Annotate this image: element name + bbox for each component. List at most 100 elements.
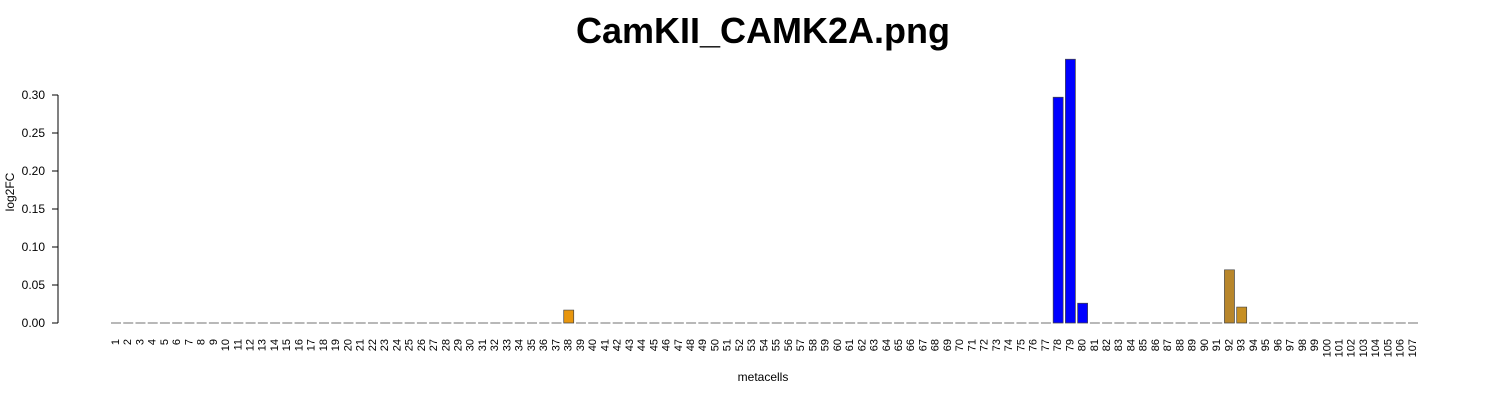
bar — [1052, 96, 1064, 324]
x-tick-label: 96 — [1272, 339, 1284, 351]
x-tick-label: 99 — [1309, 339, 1321, 351]
x-tick-label: 101 — [1333, 339, 1345, 357]
x-tick-label: 92 — [1223, 339, 1235, 351]
x-tick-label: 44 — [636, 339, 648, 351]
x-tick-label: 16 — [293, 339, 305, 351]
bar — [1077, 302, 1088, 324]
x-tick-label: 53 — [746, 339, 758, 351]
x-tick-label: 33 — [501, 339, 513, 351]
x-tick-label: 90 — [1199, 339, 1211, 351]
x-tick-label: 94 — [1248, 339, 1260, 351]
x-tick-label: 72 — [979, 339, 991, 351]
bar — [563, 309, 575, 324]
x-tick-label: 52 — [734, 339, 746, 351]
x-tick-label: 46 — [661, 339, 673, 351]
x-tick-label: 73 — [991, 339, 1003, 351]
x-tick-label: 12 — [245, 339, 257, 351]
x-tick-label: 10 — [220, 339, 232, 351]
x-tick-label: 2 — [122, 339, 134, 345]
x-tick-label: 91 — [1211, 339, 1223, 351]
x-tick-label: 28 — [440, 339, 452, 351]
x-tick-label: 41 — [599, 339, 611, 351]
x-tick-label: 15 — [281, 339, 293, 351]
x-tick-label: 57 — [795, 339, 807, 351]
x-tick-label: 34 — [514, 339, 526, 351]
x-tick-label: 5 — [159, 339, 171, 345]
x-tick-label: 93 — [1236, 339, 1248, 351]
x-tick-label: 6 — [171, 339, 183, 345]
x-tick-label: 38 — [563, 339, 575, 351]
bar — [1236, 306, 1248, 324]
y-tick-label: 0.30 — [22, 88, 46, 102]
x-tick-label: 22 — [367, 339, 379, 351]
y-tick-label: 0.00 — [22, 316, 46, 330]
x-tick-label: 1 — [110, 339, 122, 345]
x-tick-label: 86 — [1150, 339, 1162, 351]
x-tick-label: 100 — [1321, 339, 1333, 357]
y-tick-label: 0.10 — [22, 240, 46, 254]
x-tick-label: 80 — [1077, 339, 1089, 351]
x-tick-label: 84 — [1125, 339, 1137, 351]
x-tick-label: 76 — [1028, 339, 1040, 351]
x-tick-label: 71 — [966, 339, 978, 351]
x-tick-label: 102 — [1346, 339, 1358, 357]
x-tick-label: 70 — [954, 339, 966, 351]
x-tick-label: 26 — [416, 339, 428, 351]
x-tick-label: 75 — [1015, 339, 1027, 351]
x-tick-label: 95 — [1260, 339, 1272, 351]
x-tick-label: 19 — [330, 339, 342, 351]
x-tick-label: 3 — [134, 339, 146, 345]
x-tick-label: 74 — [1003, 339, 1015, 351]
y-tick-label: 0.05 — [22, 278, 46, 292]
chart-title: CamKII_CAMK2A.png — [576, 10, 950, 51]
x-tick-label: 29 — [453, 339, 465, 351]
x-tick-label: 40 — [587, 339, 599, 351]
x-tick-label: 68 — [930, 339, 942, 351]
x-tick-label: 61 — [844, 339, 856, 351]
x-tick-label: 81 — [1089, 339, 1101, 351]
x-tick-label: 65 — [893, 339, 905, 351]
x-tick-label: 11 — [232, 339, 244, 350]
x-tick-label: 27 — [428, 339, 440, 351]
x-tick-label: 43 — [624, 339, 636, 351]
x-tick-label: 42 — [612, 339, 624, 351]
x-tick-label: 21 — [355, 339, 367, 351]
x-tick-label: 47 — [673, 339, 685, 351]
x-tick-label: 37 — [550, 339, 562, 351]
x-tick-label: 107 — [1407, 339, 1419, 357]
y-tick-label: 0.15 — [22, 202, 46, 216]
x-tick-label: 55 — [771, 339, 783, 351]
x-tick-label: 51 — [722, 339, 734, 351]
y-tick-label: 0.25 — [22, 126, 46, 140]
x-tick-label: 87 — [1162, 339, 1174, 351]
x-tick-label: 7 — [183, 339, 195, 345]
x-tick-label: 64 — [881, 339, 893, 351]
x-tick-label: 54 — [758, 339, 770, 351]
x-tick-label: 8 — [196, 339, 208, 345]
x-tick-label: 56 — [783, 339, 795, 351]
x-tick-label: 32 — [489, 339, 501, 351]
x-tick-label: 66 — [905, 339, 917, 351]
x-tick-label: 62 — [856, 339, 868, 351]
x-tick-label: 25 — [404, 339, 416, 351]
x-tick-label: 14 — [269, 339, 281, 351]
x-tick-label: 85 — [1138, 339, 1150, 351]
x-tick-label: 79 — [1064, 339, 1076, 351]
x-tick-label: 48 — [685, 339, 697, 351]
x-tick-label: 9 — [208, 339, 220, 345]
x-tick-label: 67 — [917, 339, 929, 351]
x-tick-label: 104 — [1370, 339, 1382, 357]
x-tick-label: 78 — [1052, 339, 1064, 351]
x-tick-label: 103 — [1358, 339, 1370, 357]
x-tick-label: 35 — [526, 339, 538, 351]
bar — [1224, 269, 1235, 324]
x-tick-label: 88 — [1174, 339, 1186, 351]
x-tick-label: 60 — [832, 339, 844, 351]
x-tick-label: 24 — [391, 339, 403, 351]
x-tick-label: 63 — [869, 339, 881, 351]
x-tick-label: 45 — [648, 339, 660, 351]
x-tick-label: 17 — [306, 339, 318, 351]
x-tick-label: 50 — [709, 339, 721, 351]
